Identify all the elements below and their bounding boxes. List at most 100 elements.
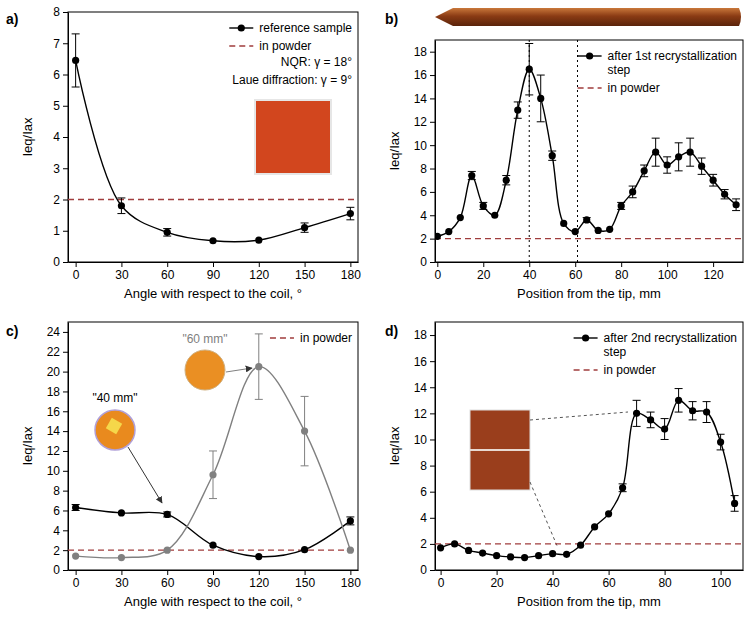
data-point: [209, 237, 216, 244]
legend-item: after 2nd recrystallizationstep: [574, 331, 737, 359]
x-tick-label: 0: [438, 576, 445, 590]
y-tick: 18: [414, 328, 435, 342]
x-tick-label: 60: [161, 576, 175, 590]
data-point: [521, 554, 528, 561]
x-axis-title: Angle with respect to the coil, °: [124, 594, 302, 609]
panel: 0306090120150180024681012141618202224c)A…: [6, 322, 361, 609]
error-bar: [163, 229, 171, 237]
legend-label: in powder: [604, 363, 656, 377]
y-tick: 8: [420, 459, 435, 473]
legend-swatch: [229, 45, 253, 46]
y-tick-label: 14: [414, 381, 428, 395]
plot-frame: [68, 322, 358, 570]
x-axis-title: Position from the tip, mm: [517, 594, 661, 609]
data-point: [118, 202, 125, 209]
data-point: [301, 428, 308, 435]
data-point: [301, 224, 308, 231]
x-tick-label: 150: [295, 268, 315, 282]
legend-label: in powder: [259, 39, 311, 53]
x-tick-mark: [76, 262, 77, 267]
y-tick-label: 22: [47, 345, 61, 359]
y-tick-mark: [63, 431, 68, 432]
insets: [435, 8, 741, 26]
x-tick-label: 40: [523, 268, 537, 282]
series-line: [441, 400, 735, 557]
y-tick: 2: [53, 193, 68, 207]
annotation: Laue diffraction: γ = 9°: [232, 73, 352, 87]
y-tick-label: 8: [53, 5, 60, 19]
error-bar: [675, 389, 683, 412]
x-tick-label: 120: [249, 268, 269, 282]
data-point: [72, 57, 79, 64]
data-point: [703, 408, 710, 415]
x-tick-label: 30: [115, 268, 129, 282]
y-tick-label: 4: [53, 130, 60, 144]
legend-swatch: [270, 337, 294, 338]
y-axis: 012345678: [53, 5, 68, 269]
y-tick-label: 0: [53, 563, 60, 577]
annotation: "60 mm": [182, 332, 227, 346]
panel-label: c): [6, 323, 18, 339]
data-point: [72, 553, 79, 560]
y-tick: 14: [414, 92, 435, 106]
plot-area: [435, 40, 743, 262]
y-tick: 2: [53, 544, 68, 558]
x-tick-mark: [721, 570, 722, 575]
y-tick-mark: [430, 52, 435, 53]
data-point: [549, 152, 556, 159]
data-point: [563, 551, 570, 558]
data-point: [347, 517, 354, 524]
data-point: [629, 188, 636, 195]
y-axis-title: Ieq/Iax: [387, 426, 402, 466]
error-bar: [732, 199, 740, 211]
y-tick: 1: [53, 224, 68, 238]
data-point: [595, 227, 602, 234]
x-tick-mark: [121, 262, 122, 267]
x-axis: 0306090120150180: [69, 262, 362, 282]
x-tick: 80: [615, 262, 629, 282]
x-tick-mark: [259, 262, 260, 267]
y-tick-label: 8: [420, 459, 427, 473]
x-tick-label: 0: [73, 268, 80, 282]
y-tick-mark: [63, 75, 68, 76]
x-tick: 0: [434, 262, 441, 282]
y-tick: 10: [414, 433, 435, 447]
y-tick-mark: [430, 387, 435, 388]
x-tick-mark: [621, 262, 622, 267]
y-tick-mark: [430, 262, 435, 263]
error-bar: [468, 171, 476, 179]
insets: [255, 100, 331, 174]
panel-label: b): [385, 11, 398, 27]
x-tick: 40: [523, 262, 537, 282]
error-bar: [652, 138, 660, 166]
y-tick-mark: [430, 192, 435, 193]
x-tick-mark: [609, 570, 610, 575]
y-tick-label: 6: [420, 185, 427, 199]
y-tick: 0: [420, 563, 435, 577]
data-point: [664, 161, 671, 168]
data-point: [347, 210, 354, 217]
error-bar: [640, 165, 648, 177]
x-tick: 0: [73, 570, 80, 590]
data-point: [435, 233, 441, 240]
y-tick-label: 4: [420, 209, 427, 223]
y-tick: 6: [53, 504, 68, 518]
y-tick-mark: [430, 361, 435, 362]
y-tick-mark: [430, 169, 435, 170]
x-tick: 80: [658, 570, 672, 590]
y-tick: 0: [53, 563, 68, 577]
y-tick: 22: [47, 345, 68, 359]
data-point: [118, 554, 125, 561]
legend-item: in powder: [574, 363, 656, 377]
error-bar: [698, 158, 706, 174]
y-tick-label: 3: [53, 162, 60, 176]
divider: [470, 449, 530, 451]
y-axis: 024681012141618202224: [47, 323, 69, 578]
x-tick-label: 150: [295, 576, 315, 590]
y-tick: 8: [53, 484, 68, 498]
x-tick-label: 0: [73, 576, 80, 590]
y-tick-mark: [430, 215, 435, 216]
y-tick: 3: [53, 162, 68, 176]
y-tick: 10: [47, 464, 68, 478]
y-tick: 18: [414, 45, 435, 59]
